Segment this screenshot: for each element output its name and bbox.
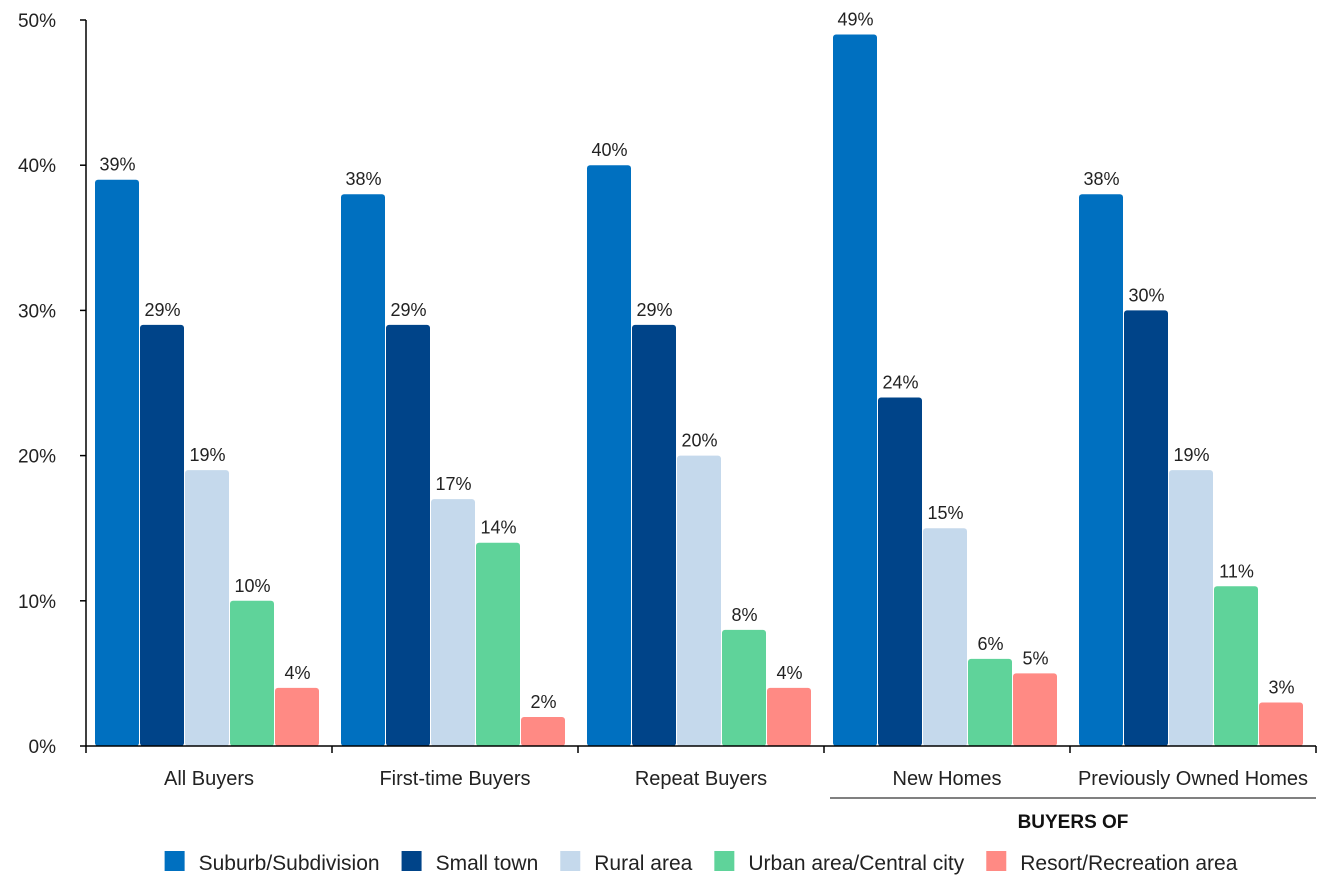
- y-tick-label: 0%: [29, 737, 57, 758]
- bar: [230, 600, 274, 746]
- legend-swatch: [714, 851, 735, 871]
- bar-value-label: 2%: [530, 692, 556, 712]
- bar: [476, 542, 520, 746]
- bar: [431, 499, 475, 746]
- bar-value-label: 49%: [837, 10, 873, 30]
- y-tick-label: 20%: [18, 447, 56, 468]
- group-bracket: BUYERS OF: [830, 797, 1316, 833]
- x-axis-categories: All Buyers First-time Buyers Repeat Buyers…: [85, 746, 1317, 790]
- x-category-label: New Homes: [893, 768, 1002, 790]
- bar-value-label: 39%: [99, 155, 135, 175]
- bar: [767, 687, 811, 746]
- legend-item: Small town: [401, 851, 539, 875]
- bar-value-label: 15%: [927, 503, 963, 523]
- legend-item: Resort/Recreation area: [986, 851, 1238, 875]
- y-tick-label: 30%: [18, 301, 56, 322]
- bar: [95, 179, 139, 747]
- bar-value-label: 4%: [776, 663, 802, 683]
- legend-label: Resort/Recreation area: [1020, 852, 1237, 875]
- bar-value-label: 24%: [882, 373, 918, 393]
- bar: [632, 324, 676, 746]
- bar: [1124, 310, 1168, 746]
- bar-value-label: 29%: [390, 300, 426, 320]
- legend-item: Suburb/Subdivision: [164, 851, 380, 875]
- bar: [1214, 586, 1258, 746]
- group-bracket-label: BUYERS OF: [1018, 812, 1129, 833]
- bar-value-label: 5%: [1022, 648, 1048, 668]
- y-tick-label: 40%: [18, 156, 56, 177]
- bar-value-label: 20%: [681, 431, 717, 451]
- legend-swatch: [164, 851, 185, 871]
- legend-label: Urban area/Central city: [748, 852, 964, 875]
- legend-swatch: [986, 851, 1007, 871]
- bar-value-label: 29%: [144, 300, 180, 320]
- bar: [275, 687, 319, 746]
- bar-value-label: 10%: [234, 576, 270, 596]
- legend: Suburb/Subdivision Small town Rural area Ur…: [164, 851, 1238, 875]
- bar-value-label: 19%: [189, 445, 225, 465]
- legend-label: Rural area: [594, 852, 692, 875]
- bar: [968, 658, 1012, 746]
- bar: [1013, 673, 1057, 746]
- x-category-label: Previously Owned Homes: [1078, 768, 1308, 790]
- legend-swatch: [560, 851, 581, 871]
- bar: [677, 455, 721, 746]
- y-tick-label: 50%: [18, 11, 56, 32]
- x-category-label: Repeat Buyers: [635, 768, 767, 790]
- bar-value-label: 17%: [435, 474, 471, 494]
- x-category-label: First-time Buyers: [379, 768, 530, 790]
- bar: [521, 716, 565, 746]
- bar-value-label: 6%: [977, 634, 1003, 654]
- bar-value-label: 38%: [1083, 169, 1119, 189]
- bar: [587, 165, 631, 746]
- bar-value-label: 14%: [480, 518, 516, 538]
- bar: [341, 194, 385, 747]
- bar-value-label: 11%: [1219, 561, 1254, 581]
- bar-value-label: 8%: [731, 605, 757, 625]
- bar-value-label: 30%: [1128, 285, 1164, 305]
- bar-value-label: 38%: [345, 169, 381, 189]
- legend-item: Rural area: [560, 851, 693, 875]
- data-labels-layer: 39% 29% 19% 10% 4% 38% 29% 17% 14% 2% 40% 29% 20% 8% 4…: [99, 10, 1294, 712]
- bar: [722, 629, 766, 746]
- legend-item: Urban area/Central city: [714, 851, 965, 875]
- bar: [185, 470, 229, 746]
- bar: [386, 324, 430, 746]
- bar: [923, 528, 967, 746]
- bar-value-label: 4%: [284, 663, 310, 683]
- bar-value-label: 29%: [636, 300, 672, 320]
- bar: [140, 324, 184, 746]
- bar-value-label: 19%: [1173, 445, 1209, 465]
- bar: [1079, 194, 1123, 747]
- bars-layer: [95, 34, 1303, 747]
- legend-label: Suburb/Subdivision: [199, 852, 380, 875]
- bar-value-label: 3%: [1268, 677, 1294, 697]
- bar: [878, 397, 922, 746]
- legend-label: Small town: [436, 852, 539, 875]
- y-tick-label: 10%: [18, 592, 56, 613]
- x-category-label: All Buyers: [164, 768, 254, 790]
- bar: [833, 34, 877, 746]
- bar-value-label: 40%: [591, 140, 627, 160]
- y-axis-ticks: 0% 10% 20% 30% 40% 50%: [18, 11, 86, 758]
- legend-swatch: [401, 851, 422, 871]
- bar: [1169, 470, 1213, 746]
- bar: [1259, 702, 1303, 746]
